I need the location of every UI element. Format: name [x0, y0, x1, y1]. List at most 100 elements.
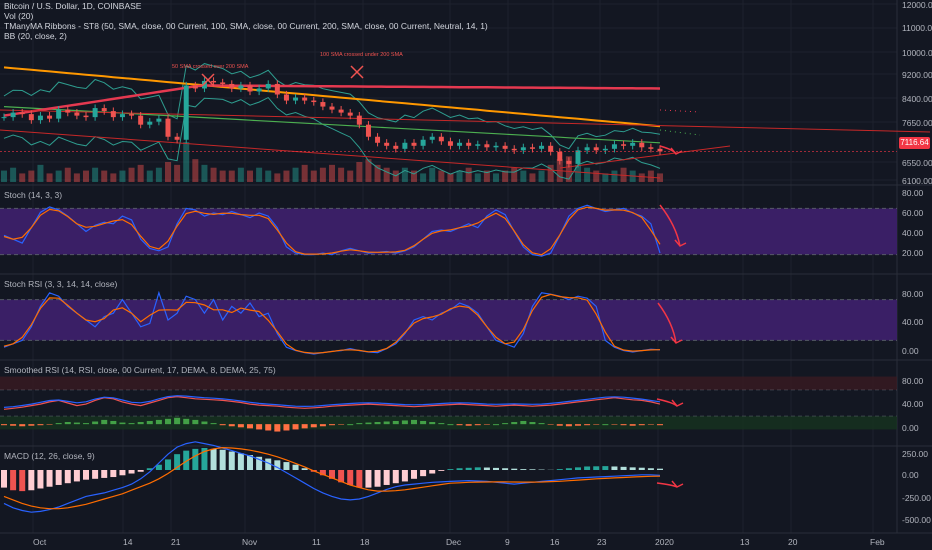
- volume-bar: [92, 167, 99, 182]
- smoothed-rsi-hist-bar: [629, 424, 636, 426]
- stoch-tick: 40.00: [902, 228, 924, 238]
- time-tick: 14: [123, 537, 133, 547]
- smoothed-rsi-hist-bar: [256, 424, 263, 430]
- macd-hist-bar: [55, 470, 62, 485]
- smoothed-rsi-hist-bar: [575, 424, 581, 426]
- volume-bar: [110, 173, 117, 182]
- macd-hist-bar: [73, 470, 80, 482]
- macd-hist-bar: [101, 470, 108, 478]
- candle-body: [475, 144, 481, 146]
- bb-lower-line: [3, 96, 661, 180]
- candle-body: [174, 136, 180, 140]
- volume-bar: [219, 170, 226, 182]
- candle-body: [192, 85, 198, 89]
- smoothed-rsi-signal: [3, 395, 661, 408]
- volume-bar: [638, 173, 645, 182]
- candle-body: [147, 121, 153, 125]
- oversold-zone: [0, 416, 897, 430]
- smoothed-rsi-hist-bar: [511, 422, 518, 425]
- volume-bar: [73, 173, 80, 182]
- smoothed-rsi-hist-bar: [83, 423, 89, 425]
- volume-bar: [456, 170, 463, 182]
- volume-bar: [493, 173, 499, 182]
- macd-hist-bar: [365, 470, 372, 488]
- candle-body: [356, 115, 362, 125]
- smoothed-rsi-hist-bar: [73, 422, 80, 425]
- candle-body: [447, 141, 453, 146]
- smoothed-rsi-hist-bar: [374, 422, 381, 425]
- bb-upper-line: [3, 63, 661, 150]
- candle-body: [566, 160, 572, 164]
- time-tick: 23: [597, 537, 607, 547]
- candle-body: [302, 97, 308, 101]
- macd-hist-bar: [83, 470, 89, 480]
- smoothed-rsi-hist-bar: [310, 424, 317, 428]
- smoothed-rsi-hist-bar: [247, 424, 253, 429]
- volume-bar: [374, 164, 381, 182]
- volume-bar: [1, 170, 7, 182]
- candle-body: [411, 142, 417, 146]
- time-tick: Dec: [446, 537, 462, 547]
- grid-lines: [0, 0, 932, 534]
- macd-hist-bar: [10, 470, 17, 491]
- volume-bar: [37, 164, 44, 182]
- volume-bar: [502, 170, 509, 182]
- stoch-rsi-tick: 0.00: [902, 346, 919, 356]
- candle-body: [320, 102, 326, 107]
- symbol-title[interactable]: Bitcoin / U.S. Dollar, 1D, COINBASE: [4, 1, 142, 11]
- volume-bar: [265, 170, 272, 182]
- macd-hist-bar: [529, 469, 536, 470]
- projection-arrowhead: [674, 239, 687, 247]
- stoch-rsi-tick: 40.00: [902, 317, 924, 327]
- smoothed-rsi-hist-bar: [347, 424, 354, 426]
- volume-bar: [575, 164, 581, 182]
- bb-legend[interactable]: BB (20, close, 2): [4, 31, 67, 41]
- macd-tick: -250.00: [902, 493, 931, 503]
- smoothed-rsi-hist-bar: [547, 424, 554, 425]
- smoothed-rsi-hist-bar: [165, 418, 171, 425]
- candle-body: [211, 80, 217, 83]
- smoothed-rsi-tick: 80.00: [902, 376, 924, 386]
- volume-bar: [647, 170, 654, 182]
- ribbon-legend[interactable]: TManyMA Ribbons - ST8 (50, SMA, close, 0…: [4, 21, 488, 31]
- macd-hist-bar: [511, 468, 518, 470]
- smoothed-rsi-hist-bar: [110, 420, 117, 425]
- volume-bar: [338, 167, 345, 182]
- golden-cross-label: 50 SMA crossed over 200 SMA: [172, 64, 249, 70]
- volume-bar: [602, 173, 609, 182]
- ma50-projection: [659, 129, 701, 136]
- macd-hist-bar: [520, 469, 527, 470]
- volume-bar: [565, 156, 572, 182]
- candle-body: [274, 83, 280, 95]
- candle-body: [347, 112, 353, 116]
- smoothed-rsi-hist-bar: [420, 420, 427, 425]
- volume-bar: [611, 170, 618, 182]
- macd-hist-bar: [347, 470, 354, 485]
- smoothed-rsi-hist-bar: [237, 424, 244, 428]
- time-tick: 20: [788, 537, 798, 547]
- candle-body: [602, 148, 608, 151]
- stoch-tick: 20.00: [902, 248, 924, 258]
- candle-body: [402, 142, 408, 149]
- macd-hist-bar: [110, 470, 117, 478]
- overbought-band: [0, 299, 897, 341]
- candle-body: [539, 145, 545, 149]
- candle-body: [365, 124, 371, 137]
- macd-hist-bar: [483, 467, 490, 470]
- macd-hist-bar: [401, 470, 408, 482]
- vol-legend[interactable]: Vol (20): [4, 11, 34, 21]
- smoothed-rsi-hist-bar: [219, 424, 226, 426]
- macd-hist-bar: [92, 470, 99, 479]
- macd-hist-bar: [420, 470, 427, 477]
- volume-bar: [283, 170, 290, 182]
- projection-arrowhead: [671, 399, 684, 407]
- volume-bar: [511, 167, 518, 182]
- candle-body: [621, 144, 627, 146]
- macd-hist-bar: [174, 454, 181, 470]
- candle-body: [156, 118, 162, 122]
- volume-bar: [237, 167, 244, 182]
- smoothed-rsi-line: [3, 396, 661, 410]
- volume-bar: [383, 167, 390, 182]
- projection-arrow: [659, 204, 681, 247]
